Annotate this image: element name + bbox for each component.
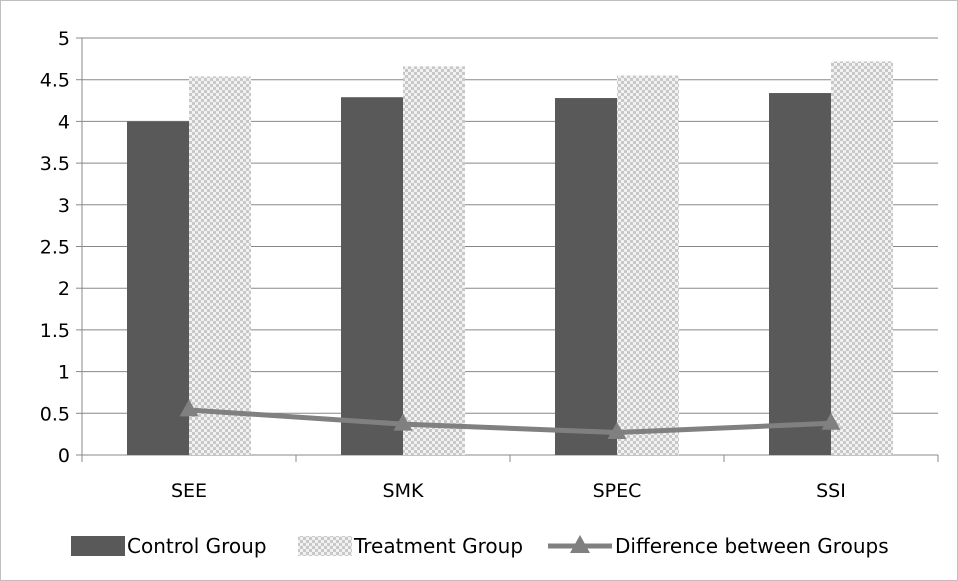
y-tick-label: 3.5 <box>40 153 70 175</box>
y-tick-label: 1.5 <box>40 320 70 342</box>
legend-marker-difference <box>570 535 590 553</box>
bar-treatment-group-ssi <box>831 61 893 456</box>
difference-line-path <box>188 407 832 435</box>
y-tick-label: 2 <box>58 278 70 300</box>
bar-treatment-group-spec <box>617 75 679 455</box>
bar-control-group-spec <box>555 98 617 455</box>
legend-label-treatment: Treatment Group <box>353 534 523 558</box>
x-tick-label: SEE <box>171 480 207 502</box>
legend-label-difference: Difference between Groups <box>615 534 889 558</box>
bar-control-group-smk <box>341 97 403 456</box>
legend-swatch-treatment <box>298 536 352 556</box>
legend-swatch-control <box>71 536 125 556</box>
legend-label-control: Control Group <box>127 534 267 558</box>
legend: Control Group Treatment Group Difference b… <box>71 534 889 558</box>
bars <box>127 61 893 456</box>
bar-treatment-group-smk <box>403 66 465 455</box>
y-tick-label: 5 <box>58 28 70 50</box>
x-tick-label: SPEC <box>593 480 642 502</box>
difference-point <box>821 412 841 430</box>
x-tick-label: SSI <box>816 480 846 502</box>
x-tick-label: SMK <box>383 480 424 502</box>
bar-control-group-see <box>127 121 189 456</box>
y-tick-label: 2.5 <box>40 237 70 259</box>
y-tick-label: 3 <box>58 195 70 217</box>
difference-point <box>607 421 627 439</box>
y-tick-label: 4.5 <box>40 70 70 92</box>
difference-point <box>179 399 199 417</box>
y-tick-label: 0.5 <box>40 403 70 425</box>
difference-point <box>393 413 413 431</box>
difference-line <box>179 399 841 439</box>
y-tick-label: 0 <box>58 445 70 467</box>
bar-control-group-ssi <box>769 93 831 455</box>
y-tick-label: 4 <box>58 111 70 133</box>
y-tick-label: 1 <box>58 362 70 384</box>
tick-labels: 0 0.5 1 1.5 2 2.5 3 3.5 4 4.5 5 SEE SMK SPEC SSI <box>40 28 846 502</box>
bar-treatment-group-see <box>189 76 251 455</box>
